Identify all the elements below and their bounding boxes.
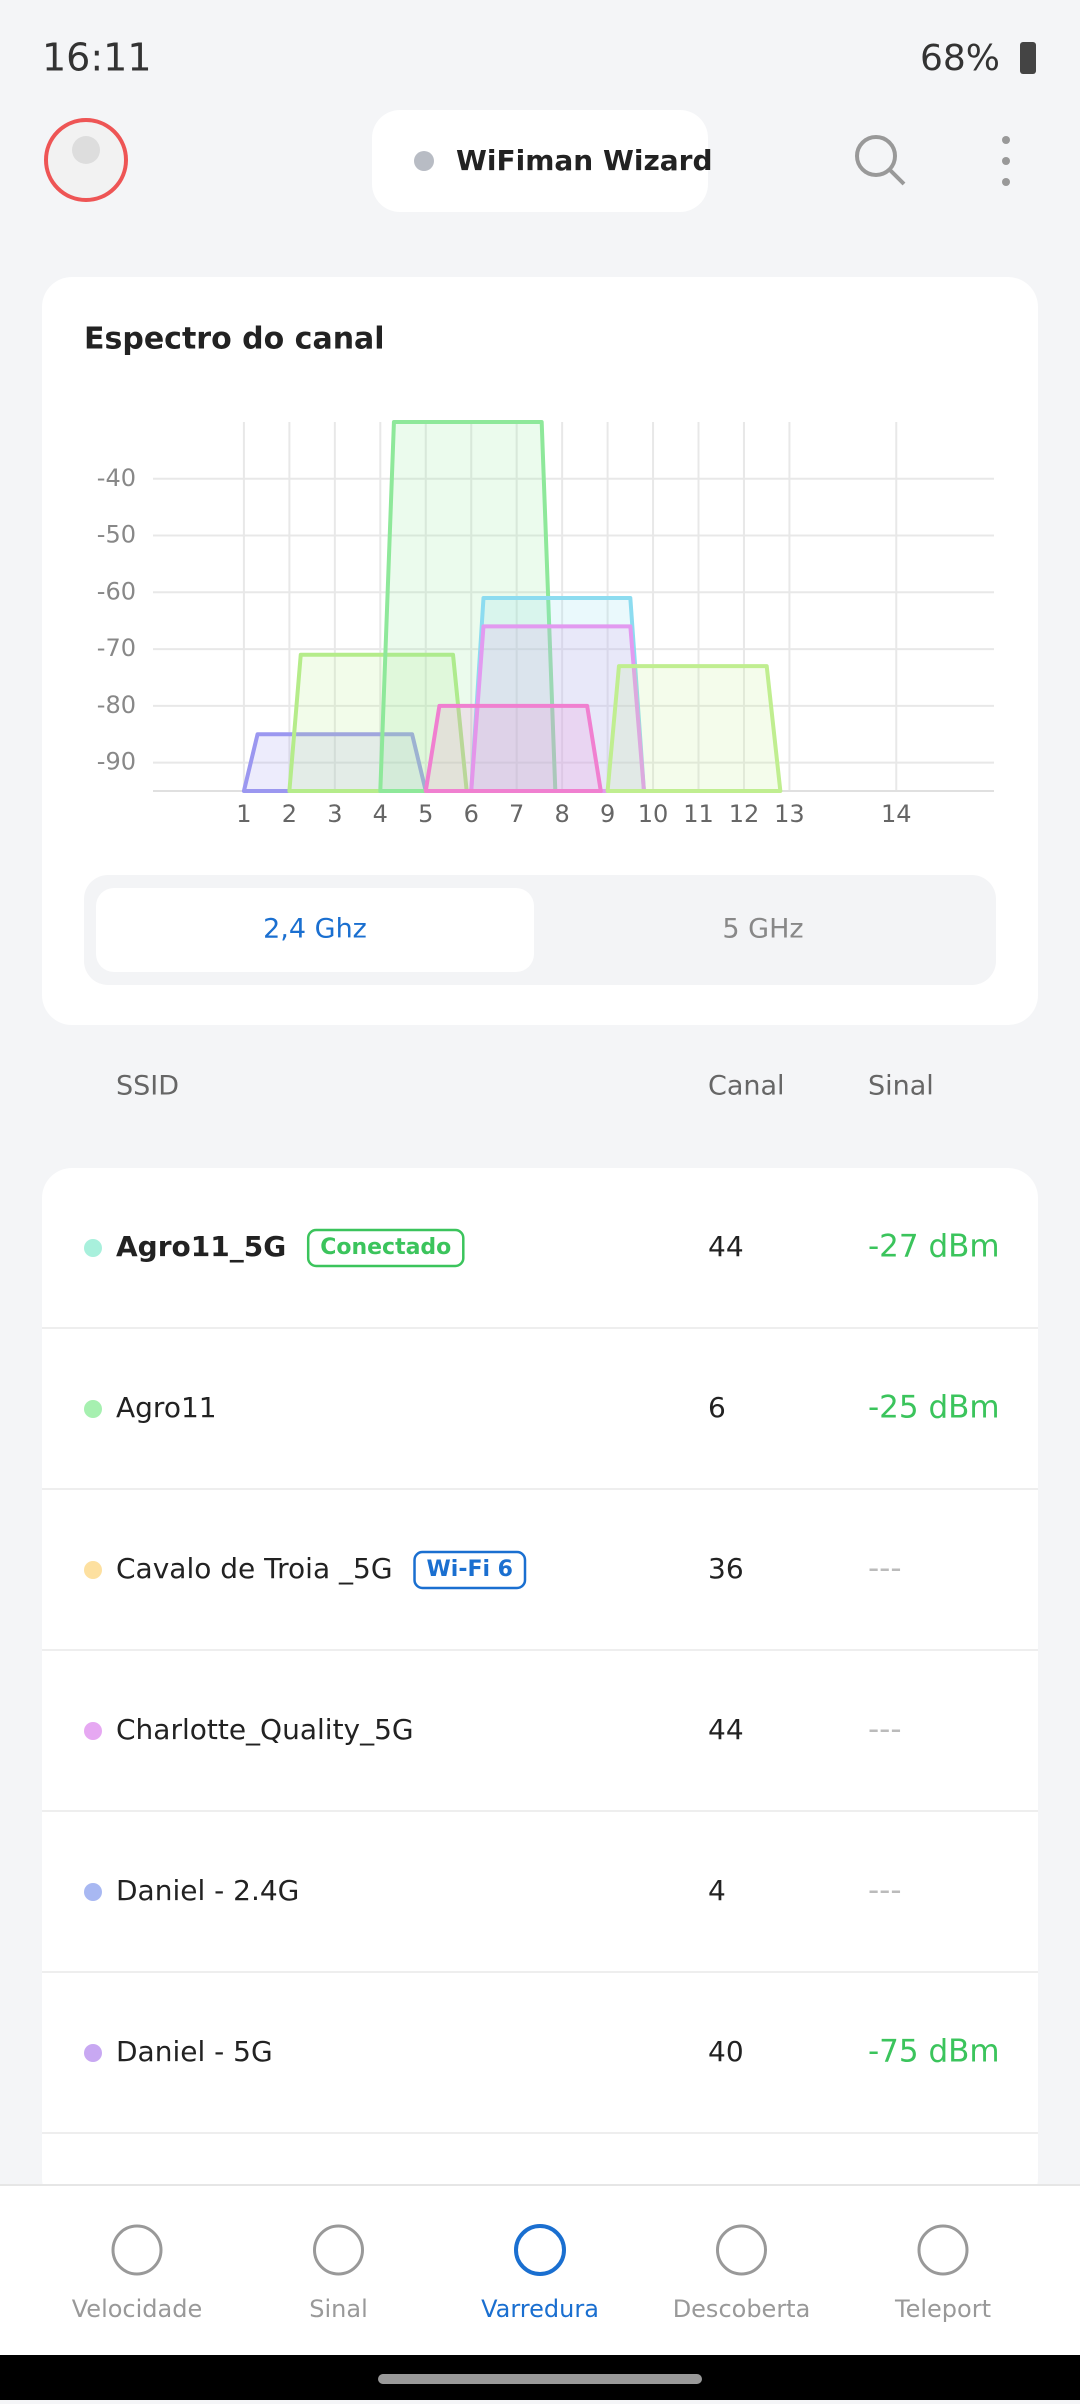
y-tick-label: -60 (97, 577, 136, 605)
ssid[interactable]: Agro11_5G (116, 1230, 286, 1263)
chart-title: Espectro do canal (84, 322, 385, 357)
nav-label[interactable]: Teleport (894, 2295, 991, 2323)
x-tick-label: 6 (464, 800, 479, 828)
search-icon[interactable] (855, 135, 906, 186)
nav-icon[interactable] (313, 2224, 364, 2276)
ssid[interactable]: Daniel - 2.4G (116, 1874, 299, 1907)
spectrum-area (423, 703, 603, 793)
channel: 44 (708, 1713, 744, 1746)
signal: -25 dBm (868, 1390, 1000, 1426)
x-tick-label: 14 (881, 800, 912, 828)
row-dot (84, 1239, 102, 1257)
signal: -27 dBm (868, 1229, 1000, 1265)
x-tick-label: 12 (729, 800, 760, 828)
ssid[interactable]: Daniel - 5G (116, 2035, 273, 2068)
nav-items: Velocidade Sinal Varredura Descoberta Telepo… (72, 2224, 991, 2323)
channel: 36 (708, 1552, 744, 1585)
network-table: SSID Canal Sinal Agro11_5G Conectado 44 -27 dB… (42, 1071, 1038, 2208)
channel: 4 (708, 1874, 726, 1907)
row-dot (84, 1722, 102, 1740)
badge-text: Wi-Fi 6 (427, 1557, 513, 1582)
row-dot (84, 1400, 102, 1418)
ssid[interactable]: Charlotte_Quality_5G (116, 1713, 414, 1746)
clock: 16:11 (42, 36, 152, 80)
signal: --- (868, 1551, 902, 1587)
toggle-option[interactable]: 5 GHz (722, 914, 803, 945)
column-header: Canal (708, 1071, 785, 1102)
nav-label[interactable]: Sinal (309, 2295, 368, 2323)
menu-icon[interactable] (1002, 136, 1010, 186)
signal: -75 dBm (868, 2034, 1000, 2070)
spectrum-area (605, 664, 783, 793)
badge (413, 1550, 527, 1590)
x-tick-label: 4 (373, 800, 388, 828)
app-name: WiFiman Wizard (456, 144, 712, 177)
battery-text: 68% (920, 38, 1000, 79)
ssid[interactable]: Agro11 (116, 1391, 217, 1424)
ssid[interactable]: Cavalo de Troia _5G (116, 1552, 393, 1585)
nav-icon[interactable] (716, 2224, 767, 2276)
signal: --- (868, 1712, 902, 1748)
x-tick-label: 13 (774, 800, 805, 828)
row-dot (84, 1561, 102, 1579)
y-tick-label: -70 (97, 634, 136, 662)
avatar-head (72, 136, 100, 164)
battery-icon (1020, 42, 1036, 74)
nav-label[interactable]: Velocidade (72, 2295, 202, 2323)
nav-icon[interactable] (917, 2224, 969, 2276)
x-tick-label: 9 (600, 800, 615, 828)
y-tick-label: -90 (97, 748, 136, 776)
network-card (42, 1168, 1038, 2208)
channel: 6 (708, 1391, 726, 1424)
toggle-selected[interactable] (96, 888, 534, 972)
y-tick-label: -80 (97, 691, 136, 719)
row-dot (84, 2044, 102, 2062)
x-tick-label: 10 (638, 800, 669, 828)
nav-label[interactable]: Descoberta (673, 2295, 811, 2323)
toggle-option[interactable]: 2,4 Ghz (263, 914, 367, 945)
x-tick-label: 7 (509, 800, 524, 828)
x-tick-label: 5 (418, 800, 433, 828)
channel: 40 (708, 2035, 744, 2068)
badge (306, 1228, 465, 1268)
chart: -40-50-60-70-80-901 2 3 4 5 6 7 8 9 10 11 12 13 14 (97, 420, 994, 828)
y-tick-label: -40 (97, 464, 136, 492)
x-tick-label: 2 (282, 800, 297, 828)
column-header: SSID (116, 1071, 179, 1102)
app-pill[interactable] (372, 110, 708, 212)
nav-label[interactable]: Varredura (481, 2295, 599, 2323)
x-tick-label: 3 (327, 800, 342, 828)
nav-icon[interactable] (514, 2224, 566, 2276)
gesture-handle[interactable] (378, 2374, 702, 2384)
status-dot (414, 151, 434, 171)
x-tick-label: 8 (554, 800, 569, 828)
y-tick-label: -50 (97, 521, 136, 549)
x-tick-label: 1 (236, 800, 251, 828)
toggle-options: 2,4 Ghz 5 GHz (96, 888, 804, 972)
signal: --- (868, 1873, 902, 1909)
badge-text: Conectado (320, 1235, 451, 1260)
channel: 44 (708, 1230, 744, 1263)
row-dot (84, 1883, 102, 1901)
nav-icon[interactable] (111, 2224, 163, 2276)
column-header: Sinal (868, 1071, 934, 1102)
x-tick-label: 11 (683, 800, 714, 828)
bottom-nav (0, 2185, 1080, 2355)
